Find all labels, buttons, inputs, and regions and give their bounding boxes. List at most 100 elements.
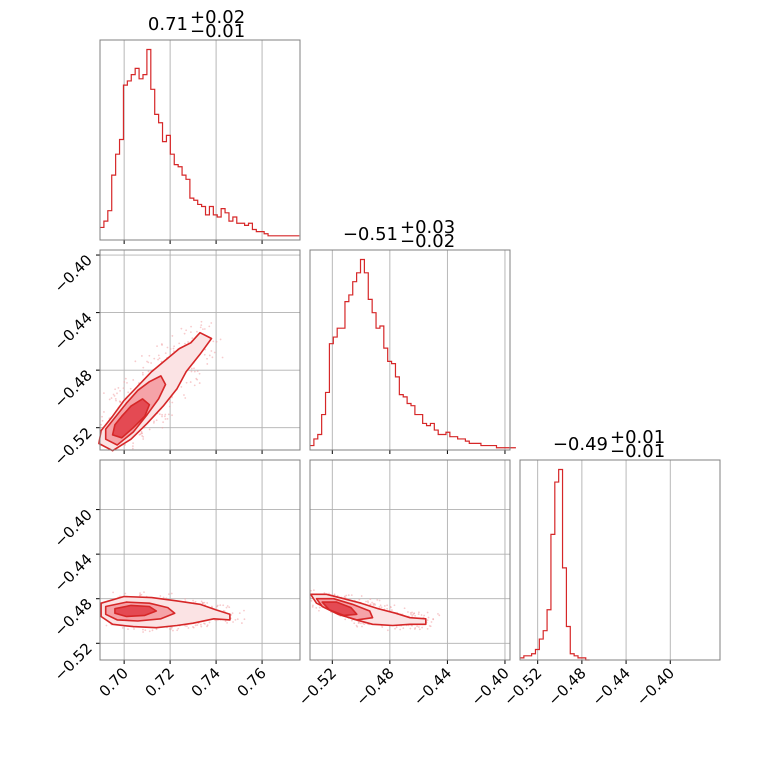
p2-vs-p1-sample-point (417, 626, 420, 628)
p1-vs-p0-sample-point (115, 399, 117, 402)
p2-vs-p1-sample-point (358, 598, 361, 601)
p2-vs-p0-sample-point (203, 601, 206, 604)
p2-vs-p0-sample-point (200, 600, 203, 603)
p1-vs-p0-sample-point (211, 356, 214, 359)
diag1-frame (309, 249, 511, 451)
p1-vs-p0-panel: −0.52 −0.48 −0.44 −0.40 (51, 249, 301, 469)
p1-vs-p0-sample-point (203, 353, 206, 356)
p2-vs-p1-sample-point (371, 601, 373, 604)
p2-vs-p1-sample-point (420, 614, 423, 616)
p1-vs-p0-sample-point (210, 350, 213, 352)
p1-vs-p0-sample-point (142, 373, 144, 376)
p1-vs-p0-sample-point (161, 426, 164, 429)
p1-vs-p0-sample-point (157, 354, 160, 357)
p2-vs-p1-sample-point (381, 626, 384, 628)
p2-vs-p0-sample-point (236, 618, 239, 621)
diag1-panel (309, 249, 516, 454)
p2-vs-p1-sample-point (427, 616, 430, 619)
p1-vs-p0-sample-point (153, 357, 156, 360)
p2-vs-p1-sample-point (428, 625, 431, 627)
p2-vs-p0-sample-point (208, 621, 211, 624)
p2-vs-p0-sample-point (133, 628, 135, 630)
p2-vs-p0-sample-point (112, 591, 115, 594)
p2-vs-p1-sample-point (386, 604, 389, 607)
p1-vs-p0-sample-point (126, 381, 128, 384)
p1-vs-p0-ytick-label: −0.52 (51, 424, 96, 469)
p2-vs-p1-sample-point (347, 594, 350, 597)
p1-vs-p0-sample-point (103, 411, 105, 413)
p2-vs-p1-sample-point (344, 595, 346, 598)
p2-vs-p1-sample-point (412, 613, 414, 616)
p1-vs-p0-sample-point (131, 445, 134, 448)
p1-vs-p0-sample-point (140, 432, 143, 435)
p2-vs-p1-sample-point (407, 611, 409, 613)
p2-vs-p1-sample-point (409, 612, 412, 614)
p1-vs-p0-sample-point (171, 414, 173, 417)
p2-vs-p1-sample-point (379, 604, 382, 607)
p2-vs-p0-sample-point (162, 596, 165, 599)
p1-vs-p0-sample-point (193, 367, 195, 370)
p2-vs-p0-sample-point (224, 620, 227, 623)
p2-vs-p0-sample-point (177, 627, 180, 630)
p2-vs-p1-sample-point (411, 615, 414, 617)
p2-vs-p0-sample-point (187, 627, 190, 629)
p1-vs-p0-sample-point (168, 405, 171, 408)
p1-vs-p0-sample-point (164, 418, 167, 420)
p1-vs-p0-sample-point (196, 370, 199, 372)
p1-vs-p0-sample-point (208, 325, 211, 328)
p1-vs-p0-sample-point (171, 335, 174, 337)
p2-vs-p1-sample-point (432, 618, 435, 621)
diag0-histogram-step (100, 48, 300, 237)
p2-vs-p0-sample-point (194, 600, 197, 603)
diag0-panel (99, 39, 301, 244)
p1-vs-p0-sample-point (161, 413, 163, 416)
p2-vs-p1-sample-point (426, 627, 429, 630)
p2-vs-p1-sample-point (345, 594, 348, 597)
p2-vs-p1-sample-point (389, 605, 392, 608)
p2-vs-p0-sample-point (238, 612, 241, 615)
p1-vs-p0-sample-point (219, 338, 222, 341)
p2-vs-p0-sample-point (139, 592, 141, 595)
p2-vs-p0-sample-point (167, 593, 170, 596)
p1-vs-p0-sample-point (118, 400, 121, 403)
p1-vs-p0-sample-point (206, 357, 208, 360)
p2-vs-p0-sample-point (211, 605, 213, 608)
param1-title: −0.51 +0.03−0.02 (343, 217, 455, 252)
p2-vs-p0-sample-point (142, 628, 144, 631)
p1-vs-p0-sample-point (199, 326, 202, 329)
p2-vs-p1-sample-point (350, 594, 353, 597)
p1-vs-p0-sample-point (132, 442, 135, 444)
param0-title: 0.71 +0.02−0.01 (148, 7, 245, 42)
p2-vs-p0-sample-point (225, 606, 228, 609)
p1-vs-p0-sample-point (119, 389, 121, 392)
p2-vs-p0-sample-point (143, 591, 145, 594)
p1-vs-p0-sample-point (164, 413, 167, 416)
diag2-histogram-step (520, 468, 590, 661)
p2-vs-p0-xtick-label: 0.70 (96, 664, 132, 700)
p1-vs-p0-sample-point (190, 331, 192, 334)
p1-vs-p0-sample-point (200, 320, 203, 323)
p1-vs-p0-sample-point (134, 360, 137, 363)
p2-vs-p0-sample-point (243, 618, 246, 621)
p2-vs-p1-sample-point (394, 627, 396, 630)
p2-vs-p0-sample-point (219, 604, 222, 607)
p2-vs-p1-sample-point (357, 622, 360, 624)
p2-vs-p1-sample-point (416, 625, 418, 628)
p1-vs-p0-sample-point (168, 400, 171, 403)
p2-vs-p0-sample-point (200, 625, 203, 628)
p1-vs-p0-sample-point (180, 386, 183, 388)
p2-vs-p0-sample-point (222, 604, 225, 607)
p1-vs-p0-sample-point (158, 413, 161, 416)
p2-vs-p1-xtick-label: −0.52 (295, 664, 340, 709)
p2-vs-p1-sample-point (360, 595, 363, 597)
p1-vs-p0-sample-point (172, 350, 175, 353)
p1-vs-p0-sample-point (167, 413, 170, 416)
p2-vs-p0-sample-point (192, 599, 194, 602)
p1-vs-p0-sample-point (100, 423, 103, 426)
p1-vs-p0-ytick-label: −0.48 (51, 366, 96, 411)
p2-vs-p0-xtick-label: 0.76 (234, 664, 270, 700)
p2-vs-p0-sample-point (201, 602, 204, 604)
p1-vs-p0-sample-point (184, 397, 187, 399)
p2-vs-p0-sample-point (243, 609, 245, 612)
p2-vs-p1-sample-point (361, 625, 363, 628)
